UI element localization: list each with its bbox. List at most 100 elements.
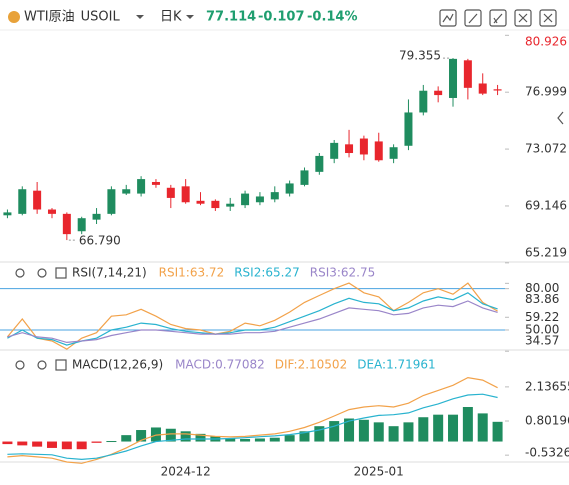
histogram-bar (269, 437, 280, 442)
candle-body (359, 138, 368, 155)
y-tick-label: 59.22 (525, 310, 559, 324)
histogram-bar (121, 435, 132, 442)
candle-body (18, 189, 27, 214)
tool-button[interactable] (539, 9, 557, 27)
y-tick-label: -0.53263 (525, 446, 569, 460)
gear-icon[interactable] (37, 268, 47, 278)
y-tick-label: 80.926 (525, 35, 567, 49)
candle-body (434, 90, 443, 96)
indicator-line (7, 292, 498, 346)
candle-body (92, 213, 101, 220)
x-tick-label: 2025-01 (354, 465, 404, 479)
pane-icons (15, 267, 67, 371)
tool-button[interactable] (439, 9, 457, 27)
histogram-bar (477, 413, 488, 442)
histogram-bar (180, 431, 191, 442)
price: 77.114 (206, 10, 256, 25)
y-tick-label: 65.219 (525, 246, 567, 260)
indicator-line (7, 300, 498, 344)
legend-entry: DIF:2.10502 (275, 358, 347, 372)
histogram-bar (2, 441, 13, 445)
candle-body (3, 212, 12, 216)
legend-entry: RSI3:62.75 (310, 266, 376, 280)
histogram-bar (150, 427, 161, 442)
candle-body (62, 213, 71, 235)
histogram-bar (106, 441, 117, 443)
gear-icon[interactable] (37, 360, 47, 370)
change: -0.107 (258, 10, 305, 25)
candle-body (389, 147, 398, 159)
legend-entry: RSI1:63.72 (159, 266, 225, 280)
eye-icon[interactable] (15, 268, 25, 278)
legend-entry: DEA:1.71961 (357, 358, 436, 372)
histogram-bar (418, 417, 429, 442)
high-label: 79.355 (399, 49, 441, 63)
histogram-bar (61, 441, 72, 450)
tool-icon (518, 13, 528, 23)
y-tick-label: 50.00 (525, 322, 559, 336)
histogram-bar (17, 441, 28, 446)
symbol[interactable]: WTI原油 (24, 10, 75, 25)
candle-body (285, 183, 294, 194)
candle-body (226, 203, 235, 207)
indicator-title: RSI(7,14,21) (72, 266, 147, 280)
histogram-bar (136, 430, 147, 442)
histogram-bar (299, 431, 310, 442)
legend-entry: MACD:0.77082 (175, 358, 265, 372)
tool-button[interactable] (514, 9, 532, 27)
dropdown-icon[interactable] (186, 15, 194, 19)
histogram-bar (225, 438, 236, 442)
histogram-bar (492, 421, 503, 442)
tool-button[interactable] (464, 9, 482, 27)
candle-body (33, 190, 42, 210)
histogram-bar (358, 419, 369, 442)
candle-body (315, 155, 324, 172)
candle-body (345, 144, 354, 154)
dropdown-icon[interactable] (136, 15, 144, 19)
y-tick-label: 0.80196 (525, 414, 569, 428)
histogram-bar (165, 428, 176, 442)
collapse-button[interactable] (557, 111, 564, 125)
symbol-icon (8, 11, 20, 23)
x-tick-label: 2024-12 (161, 465, 211, 479)
y-tick-label: 73.072 (525, 142, 567, 156)
candle-body (181, 186, 190, 203)
candle-body (449, 58, 458, 98)
histogram-bar (462, 407, 473, 442)
plus-icon[interactable] (55, 359, 67, 371)
y-tick-label: 2.13655 (525, 379, 569, 393)
y-tick-label: 69.146 (525, 198, 567, 212)
plus-icon[interactable] (55, 267, 67, 279)
y-tick-label: 34.57 (525, 334, 559, 348)
y-tick-label: 76.999 (525, 85, 567, 99)
candle-body (419, 90, 428, 113)
candle-body (122, 189, 131, 194)
candle-body (166, 187, 175, 198)
candle-body (77, 218, 86, 232)
histogram-bar (373, 422, 384, 442)
eye-icon[interactable] (15, 360, 25, 370)
histogram-bar (76, 441, 87, 450)
histogram-bar (388, 426, 399, 442)
indicator-line (7, 376, 498, 464)
code[interactable]: USOIL (81, 10, 121, 25)
histogram-bar (344, 418, 355, 442)
histogram-bar (91, 441, 102, 443)
histogram-bar (433, 414, 444, 442)
candle-body (241, 193, 250, 206)
candle-body (211, 200, 220, 209)
legend-entry: RSI2:65.27 (234, 266, 300, 280)
tool-button[interactable] (489, 9, 507, 27)
histogram-bar (403, 422, 414, 442)
candle-body (330, 142, 339, 159)
change-pct: -0.14% (307, 10, 358, 25)
histogram-bar (240, 438, 251, 442)
candle-body (374, 141, 383, 161)
histogram-bar (195, 433, 206, 442)
y-tick-label: 80.00 (525, 281, 559, 295)
histogram-bar (448, 414, 459, 442)
period[interactable]: 日K (160, 10, 182, 25)
histogram-bar (46, 441, 57, 448)
